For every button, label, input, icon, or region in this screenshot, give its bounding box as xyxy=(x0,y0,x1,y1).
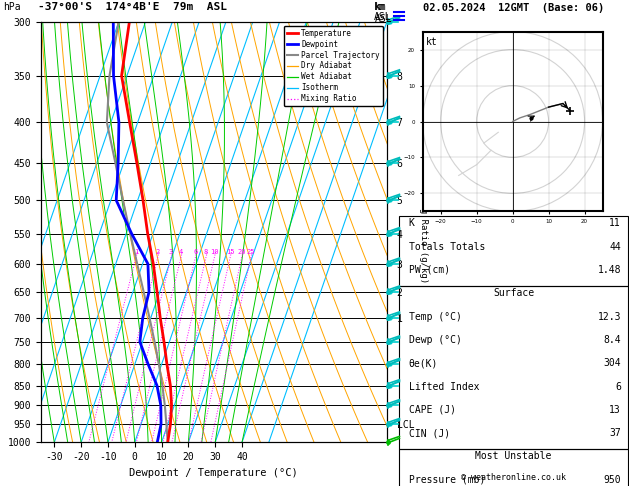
Text: 8: 8 xyxy=(204,249,208,255)
Text: 1: 1 xyxy=(134,249,138,255)
Text: 6: 6 xyxy=(193,249,198,255)
Text: Surface: Surface xyxy=(493,288,534,298)
Text: 11: 11 xyxy=(609,218,621,228)
Text: hPa: hPa xyxy=(3,2,21,13)
Text: Lifted Index: Lifted Index xyxy=(409,382,479,392)
Y-axis label: hPa: hPa xyxy=(0,222,2,242)
Text: 15: 15 xyxy=(226,249,234,255)
Text: km: km xyxy=(374,2,386,13)
Text: Totals Totals: Totals Totals xyxy=(409,242,485,252)
Text: 20: 20 xyxy=(237,249,246,255)
Text: 8.4: 8.4 xyxy=(603,335,621,345)
Bar xyxy=(399,216,628,286)
Text: Temp (°C): Temp (°C) xyxy=(409,312,462,322)
Text: 13: 13 xyxy=(609,405,621,415)
Text: Most Unstable: Most Unstable xyxy=(476,451,552,462)
Text: K: K xyxy=(409,218,415,228)
Text: © weatheronline.co.uk: © weatheronline.co.uk xyxy=(461,473,566,482)
Text: CAPE (J): CAPE (J) xyxy=(409,405,455,415)
Text: CIN (J): CIN (J) xyxy=(409,428,450,438)
Text: 4: 4 xyxy=(179,249,183,255)
Text: 3: 3 xyxy=(169,249,173,255)
Text: θe(K): θe(K) xyxy=(409,358,438,368)
Text: km: km xyxy=(375,2,387,12)
Text: ASL: ASL xyxy=(375,14,392,24)
Text: -37°00'S  174°4B'E  79m  ASL: -37°00'S 174°4B'E 79m ASL xyxy=(38,2,226,13)
Y-axis label: Mixing Ratio (g/kg): Mixing Ratio (g/kg) xyxy=(419,181,428,283)
Text: 44: 44 xyxy=(609,242,621,252)
Text: 10: 10 xyxy=(210,249,218,255)
Text: Pressure (mb): Pressure (mb) xyxy=(409,475,485,485)
Text: kt: kt xyxy=(426,37,438,47)
Text: 25: 25 xyxy=(247,249,255,255)
Bar xyxy=(399,449,628,486)
Text: 37: 37 xyxy=(609,428,621,438)
Text: 6: 6 xyxy=(615,382,621,392)
Bar xyxy=(399,286,628,449)
Text: 02.05.2024  12GMT  (Base: 06): 02.05.2024 12GMT (Base: 06) xyxy=(423,3,604,14)
Text: 950: 950 xyxy=(603,475,621,485)
Text: PW (cm): PW (cm) xyxy=(409,265,450,275)
X-axis label: Dewpoint / Temperature (°C): Dewpoint / Temperature (°C) xyxy=(130,468,298,478)
Text: 12.3: 12.3 xyxy=(598,312,621,322)
Text: 1.48: 1.48 xyxy=(598,265,621,275)
Text: 2: 2 xyxy=(155,249,160,255)
Legend: Temperature, Dewpoint, Parcel Trajectory, Dry Adiabat, Wet Adiabat, Isotherm, Mi: Temperature, Dewpoint, Parcel Trajectory… xyxy=(284,26,383,106)
Text: ASL: ASL xyxy=(374,12,392,22)
Text: Dewp (°C): Dewp (°C) xyxy=(409,335,462,345)
Text: 304: 304 xyxy=(603,358,621,368)
